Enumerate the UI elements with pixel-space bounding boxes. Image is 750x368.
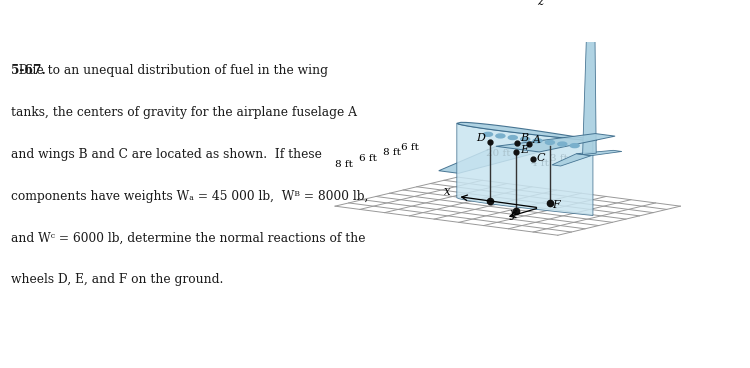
Circle shape (496, 134, 505, 138)
Text: E: E (520, 145, 529, 155)
Text: wheels D, E, and F on the ground.: wheels D, E, and F on the ground. (11, 273, 223, 286)
Circle shape (570, 144, 579, 148)
Polygon shape (583, 35, 596, 155)
Text: 6 ft: 6 ft (401, 143, 419, 152)
Text: 8 ft: 8 ft (334, 160, 352, 169)
Text: D: D (476, 133, 485, 143)
Text: 6 ft: 6 ft (358, 153, 376, 163)
Text: 5-67.: 5-67. (11, 64, 46, 77)
Text: components have weights Wₐ = 45 000 lb,  Wᴮ = 8000 lb,: components have weights Wₐ = 45 000 lb, … (11, 190, 369, 203)
Text: z: z (537, 0, 543, 8)
Polygon shape (577, 151, 622, 156)
Text: C: C (536, 153, 544, 163)
Polygon shape (439, 146, 539, 173)
Circle shape (520, 137, 530, 141)
Circle shape (533, 139, 542, 143)
Text: Due to an unequal distribution of fuel in the wing: Due to an unequal distribution of fuel i… (11, 64, 328, 77)
Text: x: x (444, 185, 451, 198)
Text: B: B (520, 133, 528, 143)
Polygon shape (457, 122, 597, 141)
Text: tanks, the centers of gravity for the airplane fuselage A: tanks, the centers of gravity for the ai… (11, 106, 357, 119)
Circle shape (484, 132, 493, 136)
Text: F: F (552, 200, 560, 210)
Circle shape (545, 141, 554, 144)
Text: 3 ft: 3 ft (550, 154, 568, 163)
Text: 20 ft: 20 ft (487, 149, 511, 158)
Text: y: y (510, 207, 516, 220)
Polygon shape (457, 123, 593, 216)
Text: A: A (532, 135, 541, 145)
Circle shape (509, 135, 518, 139)
Polygon shape (496, 134, 615, 152)
Text: and wings B and C are located as shown.  If these: and wings B and C are located as shown. … (11, 148, 322, 161)
Circle shape (558, 142, 567, 146)
Text: 4 ft: 4 ft (531, 159, 549, 168)
Text: 8 ft: 8 ft (382, 148, 400, 157)
Polygon shape (552, 154, 591, 166)
Text: and Wᶜ = 6000 lb, determine the normal reactions of the: and Wᶜ = 6000 lb, determine the normal r… (11, 231, 366, 244)
